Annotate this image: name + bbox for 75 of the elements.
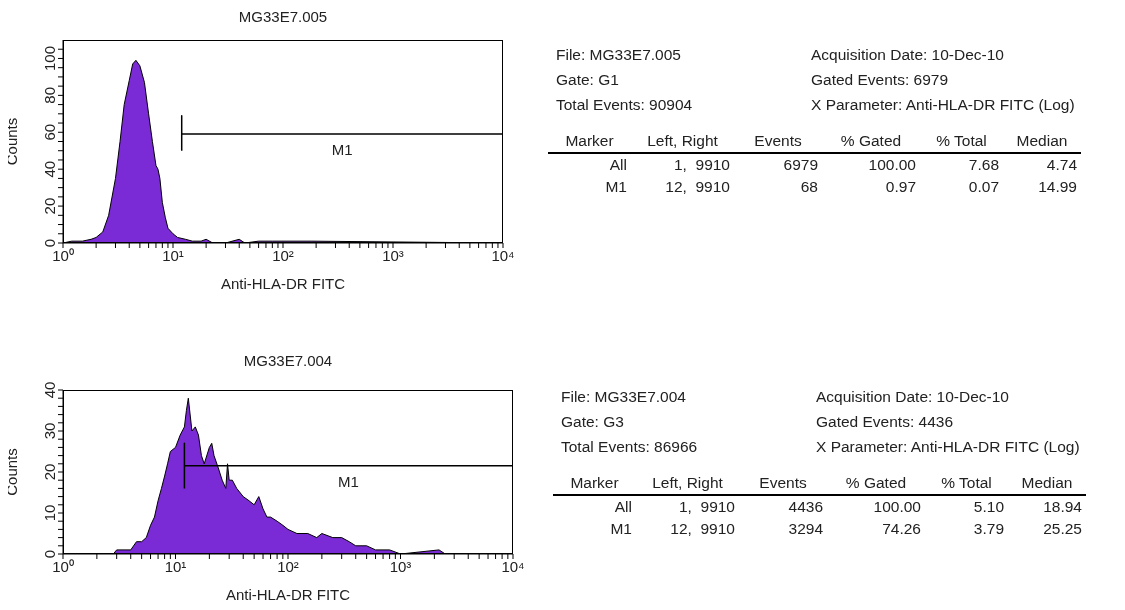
x-axis-title: Anti-HLA-DR FITC	[220, 275, 346, 292]
y-tick-label: 20	[41, 197, 59, 215]
y-tick-label: 40	[41, 381, 59, 399]
x-tick-label: 10¹	[162, 246, 184, 264]
text: Marker	[569, 473, 620, 493]
text: File: MG33E7.005	[556, 46, 682, 64]
x-axis-title: Anti-HLA-DR FITC	[225, 586, 351, 603]
text: M1	[609, 519, 633, 539]
text: 5.10	[972, 497, 1005, 517]
text: % Total	[935, 131, 988, 151]
text: % Gated	[844, 473, 908, 493]
text: 100.00	[867, 155, 917, 175]
x-tick-label: 10³	[389, 557, 412, 575]
text: 14.99	[1037, 177, 1078, 197]
text: Total Events: 90904	[556, 96, 694, 114]
text: File: MG33E7.004	[561, 388, 687, 406]
text: 1, 9910	[672, 155, 731, 175]
text: 68	[799, 177, 819, 197]
text: 7.68	[967, 155, 1000, 175]
text: 12, 9910	[664, 177, 731, 197]
text: 0.07	[967, 177, 1000, 197]
text: Median	[1020, 473, 1074, 493]
y-tick-label: 0	[41, 549, 59, 559]
text: X Parameter: Anti-HLA-DR FITC (Log)	[811, 96, 1076, 114]
y-tick-label: 60	[41, 123, 59, 141]
text: Acquisition Date: 10-Dec-10	[816, 388, 1010, 406]
text: 18.94	[1042, 497, 1083, 517]
y-tick-label: 40	[41, 160, 59, 178]
text: Left, Right	[651, 473, 724, 493]
text: Gate: G1	[556, 71, 620, 89]
x-tick-label: 10⁴	[501, 557, 525, 575]
text: Gate: G3	[561, 413, 625, 431]
chart-title: MG33E7.005	[237, 8, 329, 25]
text: 4.74	[1045, 155, 1078, 175]
text: M1	[604, 177, 628, 197]
text: 12, 9910	[669, 519, 736, 539]
text: 4436	[787, 497, 824, 517]
text: Total Events: 86966	[561, 438, 699, 456]
text: % Total	[940, 473, 993, 493]
text: Events	[758, 473, 808, 493]
text: Median	[1015, 131, 1069, 151]
text: 0.97	[884, 177, 917, 197]
x-tick-label: 10¹	[164, 557, 187, 575]
y-tick-label: 80	[41, 87, 59, 104]
chart-title: MG33E7.004	[242, 352, 334, 369]
text: % Gated	[839, 131, 903, 151]
text: 3294	[787, 519, 824, 539]
text: Marker	[564, 131, 615, 151]
x-tick-label: 10⁰	[52, 246, 74, 264]
text: 3.79	[972, 519, 1005, 539]
text: 25.25	[1042, 519, 1083, 539]
text: X Parameter: Anti-HLA-DR FITC (Log)	[816, 438, 1081, 456]
text: Gated Events: 4436	[816, 413, 954, 431]
x-tick-label: 10⁰	[52, 557, 74, 575]
x-tick-label: 10⁴	[491, 246, 515, 264]
series-label: M1	[338, 472, 359, 490]
y-tick-label: 10	[41, 504, 59, 522]
y-tick-label: 0	[41, 238, 59, 248]
text: 6979	[782, 155, 819, 175]
text: 74.26	[881, 519, 922, 539]
x-tick-label: 10²	[272, 246, 294, 264]
y-tick-label: 100	[41, 45, 59, 71]
y-tick-label: 20	[41, 463, 59, 481]
text: All	[608, 155, 628, 175]
text: Acquisition Date: 10-Dec-10	[811, 46, 1005, 64]
series-label: M1	[331, 140, 353, 158]
y-tick-label: 30	[41, 422, 59, 440]
text: Left, Right	[646, 131, 719, 151]
text: Events	[753, 131, 803, 151]
text: 100.00	[872, 497, 922, 517]
x-tick-label: 10²	[277, 557, 299, 575]
x-tick-label: 10³	[382, 246, 404, 264]
text: All	[613, 497, 633, 517]
text: Gated Events: 6979	[811, 71, 949, 89]
text: 1, 9910	[677, 497, 736, 517]
